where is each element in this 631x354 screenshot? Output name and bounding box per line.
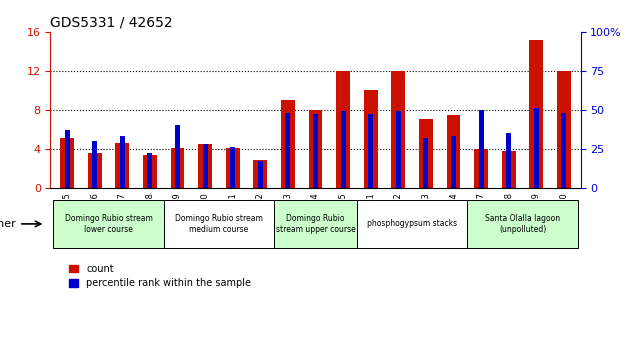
Text: GDS5331 / 42652: GDS5331 / 42652 — [50, 15, 173, 29]
Bar — [170, 148, 184, 188]
Bar — [423, 138, 428, 188]
Bar — [285, 113, 290, 188]
Bar — [447, 115, 461, 188]
Bar — [226, 148, 240, 188]
Bar — [557, 71, 571, 188]
Bar — [313, 114, 318, 188]
Bar — [143, 154, 156, 188]
Bar — [230, 147, 235, 188]
Bar — [309, 110, 322, 188]
Bar — [198, 144, 212, 188]
Bar — [529, 40, 543, 188]
Bar — [451, 136, 456, 188]
Bar — [115, 143, 129, 188]
Bar — [534, 108, 539, 188]
Bar — [369, 114, 373, 188]
Bar — [254, 160, 267, 188]
Bar — [64, 130, 69, 188]
Text: Santa Olalla lagoon
(unpolluted): Santa Olalla lagoon (unpolluted) — [485, 214, 560, 234]
Bar — [203, 144, 208, 188]
Bar — [175, 125, 180, 188]
Text: Domingo Rubio stream
lower course: Domingo Rubio stream lower course — [64, 214, 153, 234]
Bar — [391, 71, 405, 188]
Text: Domingo Rubio stream
medium course: Domingo Rubio stream medium course — [175, 214, 263, 234]
Text: phosphogypsum stacks: phosphogypsum stacks — [367, 219, 457, 228]
Bar — [479, 110, 483, 188]
Bar — [562, 113, 567, 188]
Bar — [475, 149, 488, 188]
Bar — [258, 161, 262, 188]
Bar — [364, 90, 377, 188]
Bar — [92, 141, 97, 188]
Bar — [396, 111, 401, 188]
Bar — [120, 136, 125, 188]
Bar — [88, 153, 102, 188]
Bar — [148, 153, 152, 188]
Text: other: other — [0, 219, 16, 229]
Legend: count, percentile rank within the sample: count, percentile rank within the sample — [65, 260, 255, 292]
Bar — [60, 138, 74, 188]
Bar — [506, 133, 511, 188]
Bar — [281, 100, 295, 188]
Bar — [341, 111, 346, 188]
Bar — [336, 71, 350, 188]
Text: Domingo Rubio
stream upper course: Domingo Rubio stream upper course — [276, 214, 355, 234]
Bar — [502, 151, 516, 188]
Bar — [419, 120, 433, 188]
